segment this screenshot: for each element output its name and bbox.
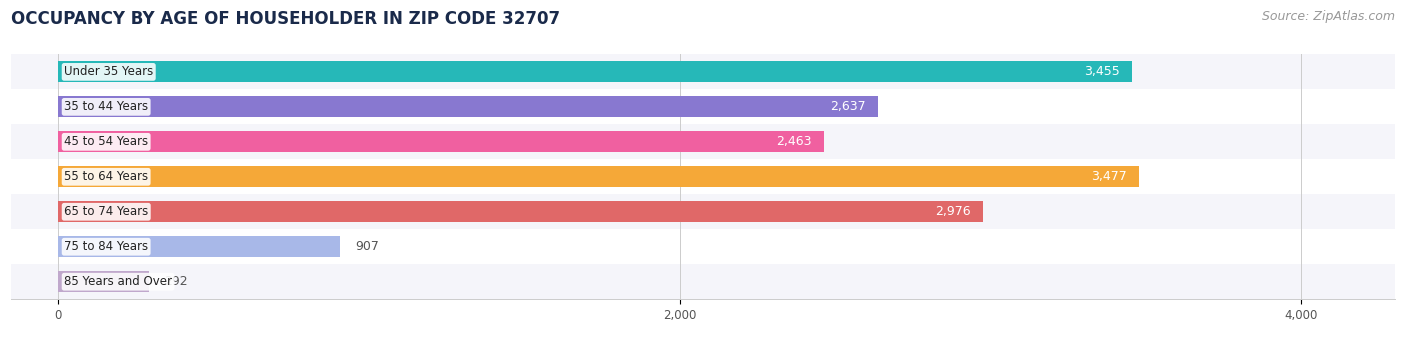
Text: 35 to 44 Years: 35 to 44 Years [65,100,148,113]
Text: 65 to 74 Years: 65 to 74 Years [65,205,149,218]
Text: 292: 292 [165,275,188,288]
Bar [58,62,1132,82]
Text: 85 Years and Over: 85 Years and Over [65,275,172,288]
Bar [11,194,1395,229]
Bar [11,229,1395,264]
Text: OCCUPANCY BY AGE OF HOUSEHOLDER IN ZIP CODE 32707: OCCUPANCY BY AGE OF HOUSEHOLDER IN ZIP C… [11,10,561,28]
Text: 2,463: 2,463 [776,135,811,148]
Text: 907: 907 [356,240,380,253]
Text: Under 35 Years: Under 35 Years [65,65,153,79]
Text: 2,637: 2,637 [830,100,865,113]
Bar [58,271,149,292]
Bar [58,201,983,222]
Text: 3,477: 3,477 [1091,170,1126,183]
Bar [11,124,1395,159]
Bar [11,159,1395,194]
Bar [58,131,824,152]
Bar [58,236,340,257]
Bar [11,264,1395,299]
Text: 55 to 64 Years: 55 to 64 Years [65,170,148,183]
Text: Source: ZipAtlas.com: Source: ZipAtlas.com [1261,10,1395,23]
Bar [58,96,877,117]
Text: 75 to 84 Years: 75 to 84 Years [65,240,148,253]
Bar [11,89,1395,124]
Bar [11,54,1395,89]
Text: 3,455: 3,455 [1084,65,1119,79]
Text: 45 to 54 Years: 45 to 54 Years [65,135,148,148]
Text: 2,976: 2,976 [935,205,970,218]
Bar [58,166,1139,187]
